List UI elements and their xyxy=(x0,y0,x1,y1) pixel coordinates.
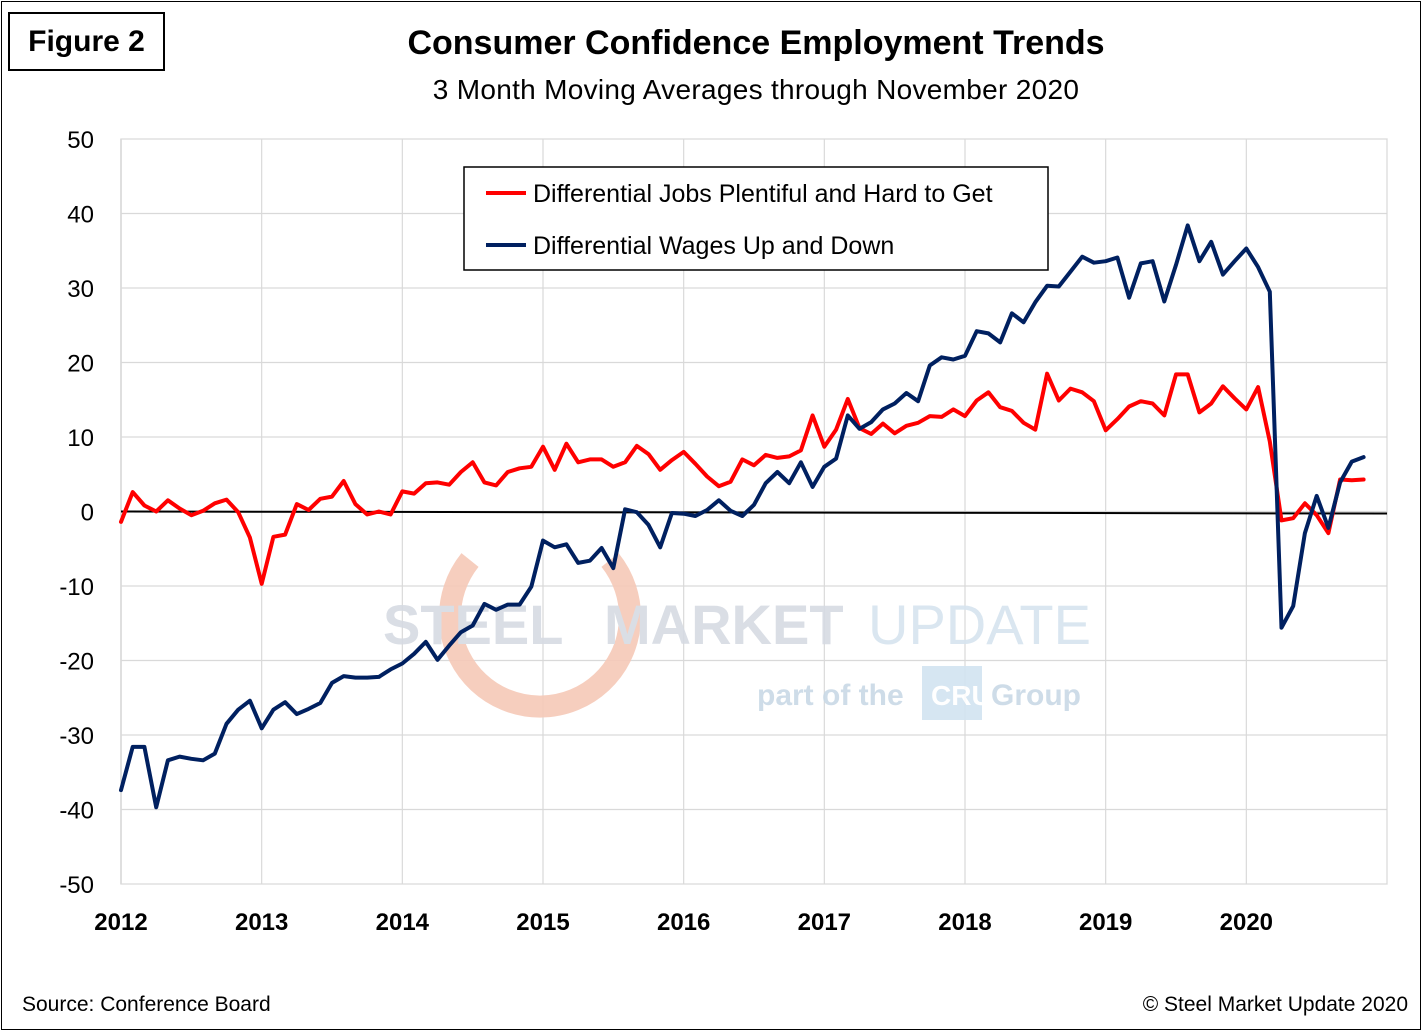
watermark-part-of: part of the xyxy=(757,679,904,712)
x-tick-label: 2017 xyxy=(798,909,851,936)
watermark-arc xyxy=(439,553,641,718)
y-tick-label: 30 xyxy=(67,276,94,303)
copyright-note: © Steel Market Update 2020 xyxy=(1142,993,1408,1016)
y-tick-label: -50 xyxy=(59,872,94,899)
zero-reference-line xyxy=(120,510,1388,515)
x-tick-label: 2012 xyxy=(94,909,147,936)
x-tick-label: 2018 xyxy=(938,909,991,936)
legend: Differential Jobs Plentiful and Hard to … xyxy=(463,166,1049,271)
chart-subtitle: 3 Month Moving Averages through November… xyxy=(432,74,1080,105)
y-tick-label: -20 xyxy=(59,649,94,676)
legend-label-wages: Differential Wages Up and Down xyxy=(533,232,894,260)
y-tick-label: 20 xyxy=(67,351,94,378)
y-tick-label: 40 xyxy=(67,202,94,229)
watermark-badge-text: CRU xyxy=(931,680,992,711)
legend-label-jobs: Differential Jobs Plentiful and Hard to … xyxy=(533,180,993,208)
legend-box xyxy=(463,166,1049,271)
x-tick-label: 2013 xyxy=(235,909,288,936)
watermark-badge xyxy=(922,666,982,720)
watermark-update: UPDATE xyxy=(868,593,1091,656)
chart-title: Consumer Confidence Employment Trends xyxy=(407,24,1105,62)
y-tick-label: 0 xyxy=(81,500,94,527)
y-tick-label: 10 xyxy=(67,425,94,452)
y-tick-label: -30 xyxy=(59,723,94,750)
source-note: Source: Conference Board xyxy=(22,993,271,1016)
y-tick-label: -10 xyxy=(59,574,94,601)
x-tick-label: 2020 xyxy=(1220,909,1273,936)
y-axis-ticks: 50 40 30 20 10 0 -10 -20 -30 -40 -50 xyxy=(59,127,94,899)
series-lines xyxy=(119,223,1366,810)
x-axis-ticks: 2012 2013 2014 2015 2016 2017 2018 2019 2020 xyxy=(94,909,1273,936)
watermark-market: MARKET xyxy=(604,593,844,656)
series-line-wages xyxy=(119,223,1366,810)
x-tick-label: 2014 xyxy=(376,909,430,936)
watermark: STEEL MARKET UPDATE part of the CRU Grou… xyxy=(383,553,1091,720)
x-tick-label: 2016 xyxy=(657,909,710,936)
figure-label: Figure 2 xyxy=(8,12,165,71)
series-line-jobs xyxy=(119,371,1366,586)
y-tick-label: -40 xyxy=(59,798,94,825)
x-tick-label: 2015 xyxy=(516,909,569,936)
watermark-group: Group xyxy=(991,679,1081,712)
y-tick-label: 50 xyxy=(67,127,94,154)
x-tick-label: 2019 xyxy=(1079,909,1132,936)
